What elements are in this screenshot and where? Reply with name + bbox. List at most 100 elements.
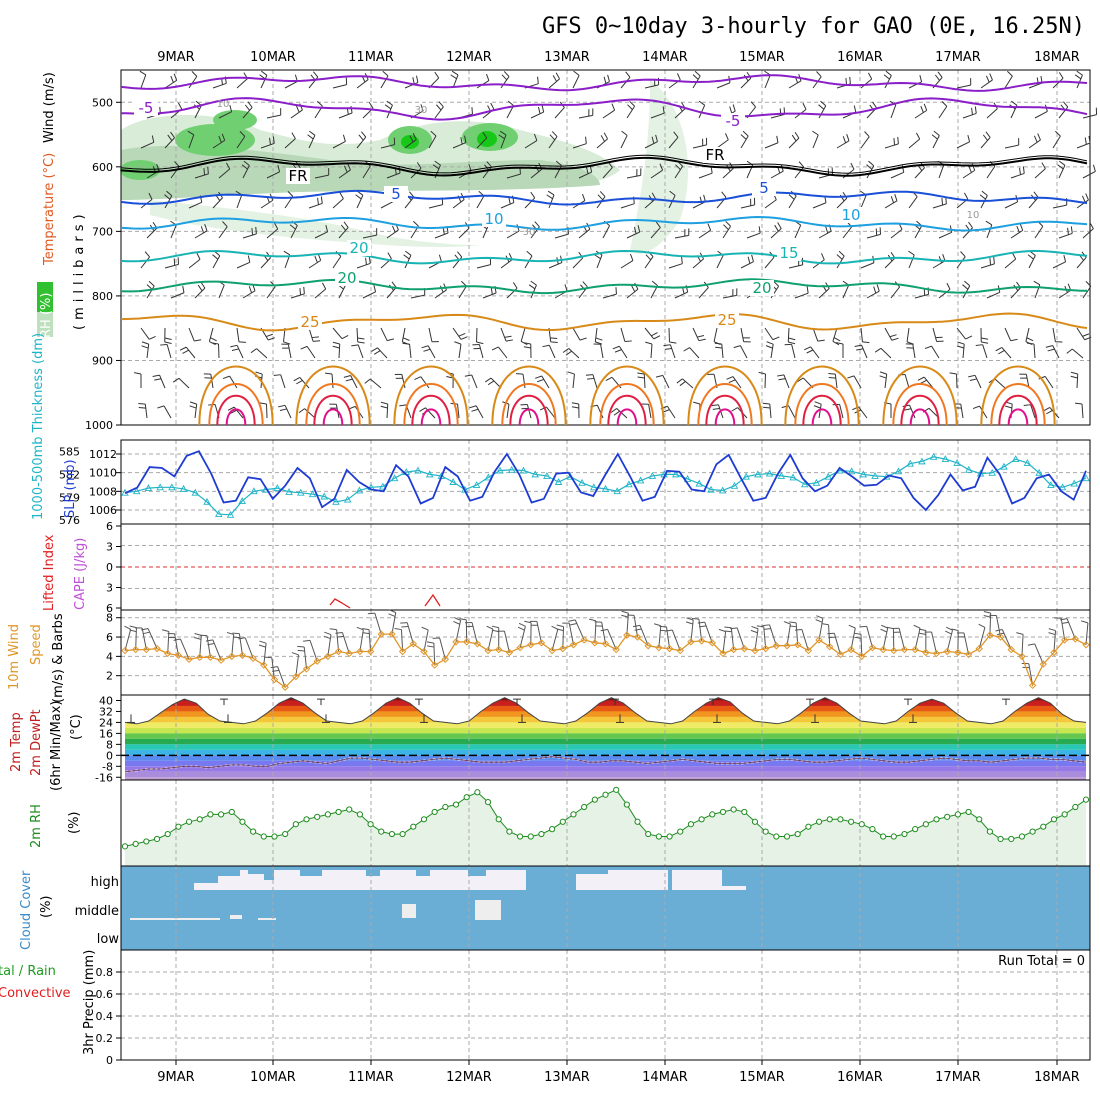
wind-barb (692, 327, 700, 341)
wind-barb (206, 635, 211, 658)
wind-barb (1058, 232, 1073, 239)
rh-point (452, 801, 460, 808)
wind-barb (716, 255, 724, 269)
rh-point (549, 826, 556, 833)
wind-barb-flag (170, 75, 174, 83)
wind-barb-flag (989, 258, 992, 266)
slp-line (124, 450, 1087, 512)
wind-barb-flag (637, 225, 641, 233)
wind-barb-flag (434, 160, 441, 166)
surface-isotherm-loop (322, 408, 344, 426)
wind-barb (212, 639, 222, 661)
wind-barb-flag (883, 74, 890, 80)
wind-barb (500, 327, 507, 342)
wind-speed-point (206, 653, 215, 662)
wind-barb (490, 377, 502, 389)
wind-barb-flag (1058, 72, 1064, 79)
wind-speed-point (815, 636, 823, 644)
wind-barb (167, 631, 170, 654)
wind-barb (740, 261, 754, 269)
wind-barb-flag (848, 624, 856, 629)
wind-barb-flag (571, 402, 579, 405)
rh-point (944, 813, 951, 820)
slp-tick-label: 1008 (89, 485, 117, 498)
thickness-point (707, 485, 715, 493)
run-total-label: Run Total = 0 (998, 954, 1085, 969)
wind-barb (357, 344, 364, 359)
wind10m-label: 10m Wind (7, 624, 22, 690)
wind-barb-flag (172, 377, 180, 383)
wind-barb-flag (968, 221, 973, 229)
wind-barb-flag (551, 131, 558, 137)
wind-barb (271, 657, 275, 680)
wind-barb-flag (314, 255, 318, 263)
cloud-cover-unit-label: (%) (39, 896, 54, 919)
rh-point (1018, 833, 1026, 840)
wind-barb-flag (426, 641, 434, 644)
wind-barb (457, 404, 460, 419)
wind-barb-flag (533, 133, 538, 141)
wind-barb (1001, 347, 1012, 359)
wind-barb-flag (152, 374, 160, 377)
thickness-point (601, 484, 610, 492)
wind-barb-flag (828, 636, 836, 639)
wind-speed-point (516, 643, 524, 652)
wind-barb (1028, 197, 1039, 209)
wind-barb-flag (838, 250, 845, 257)
wind-barb (932, 203, 947, 209)
thickness-point (929, 452, 938, 460)
isotherm-minus5-upper (120, 74, 1088, 92)
wind-barb (548, 345, 556, 359)
wind-barb-flag (632, 624, 641, 628)
wind-barb (1076, 257, 1087, 269)
wind-barb-flag (982, 134, 988, 141)
wind-barb (716, 139, 729, 149)
wind-barb (141, 627, 147, 650)
wind-speed-point (783, 642, 791, 650)
wind-speed-point (217, 656, 225, 664)
thickness-point (625, 480, 633, 488)
wind-barb (1058, 106, 1069, 119)
wind-barb-flag (323, 635, 331, 640)
contour-label-bg (384, 186, 408, 202)
thickness-point (894, 467, 903, 475)
mid-cloud-gap (130, 918, 200, 920)
wind-barb-flag (227, 406, 235, 411)
wind-barb (404, 255, 412, 269)
wind-barb-flag (1033, 191, 1039, 198)
temp2m-unit-label: (°C) (69, 714, 84, 740)
rh-point (976, 816, 983, 823)
wind-barb (764, 199, 777, 209)
wind-barb-flag (1048, 632, 1056, 636)
wind-barb (669, 344, 676, 359)
wind-barb (1004, 327, 1012, 341)
isotherm-minus5 (120, 97, 1088, 121)
contour-label: 20 (337, 269, 356, 287)
date-label-top: 15MAR (739, 50, 785, 65)
wind-barb-flag (766, 341, 774, 345)
wind-barb-flag (806, 286, 809, 294)
contour-label-bg (286, 168, 310, 184)
lifted-index-line (424, 593, 441, 607)
wind-barb (212, 255, 221, 269)
thickness-point (203, 497, 211, 505)
mid-cloud-gap (192, 918, 220, 920)
wind-barb (548, 262, 563, 269)
surface-isotherm-loop (411, 394, 451, 426)
wind-barb (194, 173, 209, 179)
wind-barb-flag (983, 614, 991, 618)
wind-barb-flag (187, 130, 195, 136)
wind-barb-flag (885, 70, 892, 76)
temp-band (125, 738, 1086, 745)
wind-barb (626, 174, 641, 179)
wind-barb-flag (139, 70, 147, 76)
wind-barb (884, 143, 899, 149)
date-label-bottom: 13MAR (544, 1070, 590, 1085)
wind-barb (932, 327, 938, 342)
wind-barb-flag (343, 165, 348, 173)
wind-barb (644, 198, 656, 209)
wind-barb-flag (460, 137, 463, 145)
wind-barb (674, 108, 686, 119)
wind-barb-flag (965, 335, 973, 340)
